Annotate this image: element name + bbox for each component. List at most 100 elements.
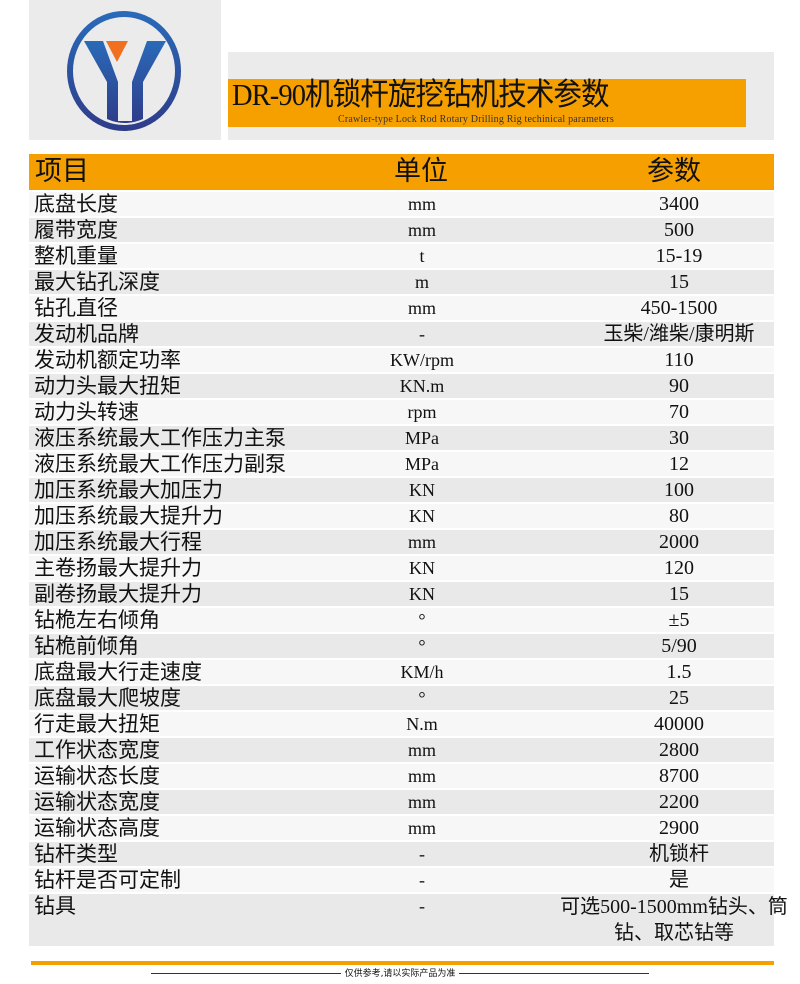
table-row: 运输状态高度 mm 2900 [29, 816, 774, 840]
cell-item: 工作状态宽度 [34, 738, 160, 762]
cell-unit: mm [407, 818, 436, 838]
cell-item: 钻杆是否可定制 [34, 868, 181, 892]
table-row: 动力头转速 rpm 70 [29, 400, 774, 424]
cell-unit: KN [409, 480, 435, 500]
header-value: 参数 [647, 156, 701, 186]
cell-item: 底盘长度 [34, 192, 118, 216]
parameter-table: 底盘长度 mm 3400 履带宽度 mm 500 整机重量 t 15-19 最大钻孔深度 m 15 钻孔… [29, 192, 788, 948]
cell-value: 25 [669, 687, 689, 709]
cell-value: 80 [669, 505, 689, 527]
table-header: 项目 单位 参数 [29, 154, 774, 190]
cell-item: 钻桅左右倾角 [34, 608, 160, 632]
cell-value: 8700 [659, 765, 699, 787]
cell-value: 机锁杆 [649, 843, 709, 865]
table-row: 履带宽度 mm 500 [29, 218, 774, 242]
cell-item: 运输状态长度 [34, 764, 160, 788]
cell-unit: KW/rpm [390, 350, 454, 370]
table-row: 钻孔直径 mm 450-1500 [29, 296, 774, 320]
cell-unit: mm [407, 532, 436, 552]
cell-item: 加压系统最大提升力 [34, 504, 223, 528]
cell-item: 副卷扬最大提升力 [34, 582, 202, 606]
cell-value: 2800 [659, 739, 699, 761]
cell-value: 15 [669, 583, 689, 605]
table-row: 钻桅左右倾角 ° ±5 [29, 608, 774, 632]
table-row: 底盘最大爬坡度 ° 25 [29, 686, 774, 710]
cell-value: 70 [669, 401, 689, 423]
cell-item: 加压系统最大加压力 [34, 478, 223, 502]
cell-value: 是 [669, 869, 689, 891]
cell-item: 动力头最大扭矩 [34, 374, 181, 398]
cell-unit: mm [407, 792, 436, 812]
cell-unit: m [414, 272, 429, 292]
company-logo [67, 11, 181, 131]
cell-unit: mm [407, 194, 436, 214]
cell-item: 履带宽度 [34, 218, 118, 242]
cell-value: 1.5 [666, 661, 692, 683]
table-row: 钻桅前倾角 ° 5/90 [29, 634, 774, 658]
cell-value: 500 [664, 219, 694, 241]
logo-panel [29, 0, 221, 140]
cell-value: 120 [664, 557, 694, 579]
cell-value: 12 [669, 453, 689, 475]
cell-item: 液压系统最大工作压力主泵 [34, 426, 286, 450]
cell-unit: KN [409, 558, 435, 578]
cell-value: ±5 [668, 609, 690, 631]
table-row: 钻杆类型 - 机锁杆 [29, 842, 774, 866]
title-banner [228, 79, 746, 127]
cell-item: 动力头转速 [34, 400, 139, 424]
table-row: 发动机额定功率 KW/rpm 110 [29, 348, 774, 372]
cell-unit: KN [409, 584, 435, 604]
cell-item: 行走最大扭矩 [34, 712, 160, 736]
cell-unit: MPa [404, 428, 439, 448]
cell-value: 40000 [654, 713, 704, 735]
cell-unit: mm [407, 298, 436, 318]
table-row: 加压系统最大提升力 KN 80 [29, 504, 774, 528]
cell-unit: MPa [404, 454, 439, 474]
cell-item: 钻桅前倾角 [34, 634, 139, 658]
cell-unit: KN.m [399, 376, 445, 396]
cell-unit: - [419, 844, 425, 864]
cell-value: 90 [669, 375, 689, 397]
table-row: 液压系统最大工作压力主泵 MPa 30 [29, 426, 774, 450]
cell-value: 30 [669, 427, 689, 449]
header-unit: 单位 [394, 156, 448, 186]
cell-unit: mm [407, 766, 436, 786]
cell-value: 110 [664, 349, 694, 371]
cell-item: 最大钻孔深度 [34, 270, 160, 294]
cell-unit: KN [409, 506, 435, 526]
cell-unit: KM/h [400, 662, 444, 682]
cell-item: 钻具 [34, 894, 76, 918]
table-row: 液压系统最大工作压力副泵 MPa 12 [29, 452, 774, 476]
cell-item: 液压系统最大工作压力副泵 [34, 452, 286, 476]
cell-item: 运输状态宽度 [34, 790, 160, 814]
cell-unit: mm [407, 220, 436, 240]
table-row: 加压系统最大行程 mm 2000 [29, 530, 774, 554]
table-row: 运输状态长度 mm 8700 [29, 764, 774, 788]
cell-value: 3400 [659, 193, 699, 215]
table-row: 最大钻孔深度 m 15 [29, 270, 774, 294]
footer-note: 仅供参考,请以实际产品为准 [0, 968, 800, 980]
cell-unit: ° [418, 636, 426, 656]
cell-item: 整机重量 [34, 244, 118, 268]
table-row: 底盘长度 mm 3400 [29, 192, 774, 216]
table-row: 发动机品牌 - 玉柴/潍柴/康明斯 [29, 322, 774, 346]
footer-divider [31, 961, 774, 965]
cell-item: 加压系统最大行程 [34, 530, 202, 554]
cell-item: 钻杆类型 [34, 842, 118, 866]
cell-item: 底盘最大爬坡度 [34, 686, 181, 710]
table-row: 钻具 - 可选500-1500mm钻头、筒钻、取芯钻等 [29, 894, 788, 946]
cell-unit: t [419, 246, 425, 266]
cell-item: 发动机品牌 [34, 322, 139, 346]
cell-unit: - [419, 324, 425, 344]
table-row: 运输状态宽度 mm 2200 [29, 790, 774, 814]
cell-item: 主卷扬最大提升力 [34, 556, 202, 580]
cell-value: 2000 [659, 531, 699, 553]
cell-value: 可选500-1500mm钻头、筒钻、取芯钻等 [560, 896, 788, 944]
cell-value: 100 [664, 479, 694, 501]
cell-value: 15 [669, 271, 689, 293]
table-row: 主卷扬最大提升力 KN 120 [29, 556, 774, 580]
cell-value: 5/90 [661, 635, 697, 657]
table-row: 副卷扬最大提升力 KN 15 [29, 582, 774, 606]
header-item: 项目 [35, 156, 89, 186]
cell-unit: ° [418, 610, 426, 630]
